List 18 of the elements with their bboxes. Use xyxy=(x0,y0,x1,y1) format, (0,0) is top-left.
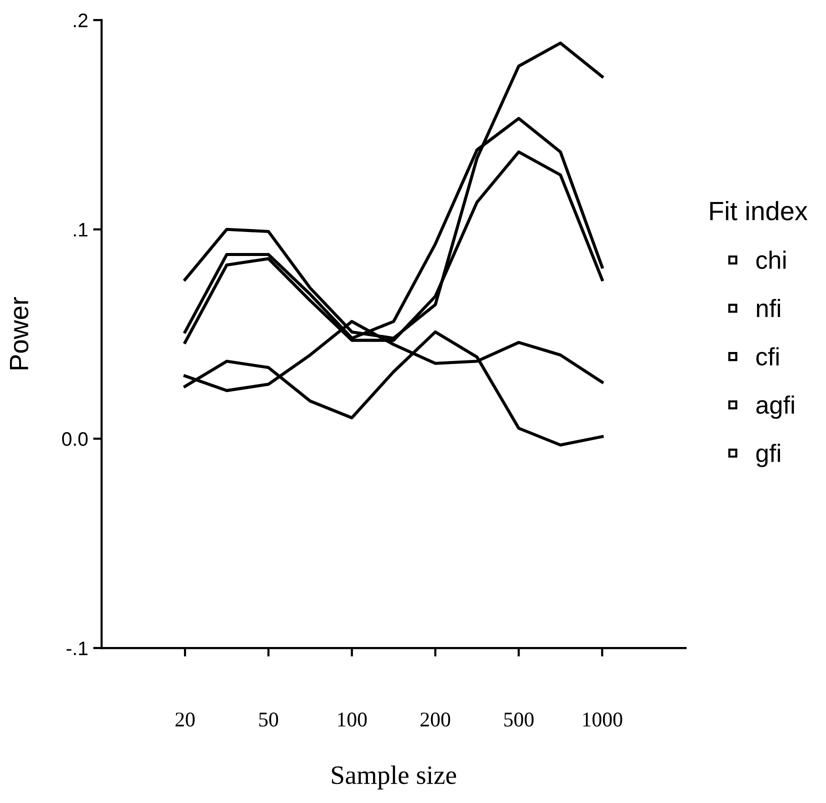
x-tick-label: 50 xyxy=(259,712,278,727)
y-tick-label: .1 xyxy=(74,223,88,236)
legend-label: agfi xyxy=(756,396,794,419)
y-tick-label: -.1 xyxy=(66,642,88,656)
legend-label: nfi xyxy=(756,298,780,318)
legend-title: Fit index xyxy=(710,200,808,220)
y-tick-label: 0.0 xyxy=(62,432,88,446)
legend-label: gfi xyxy=(756,444,780,468)
x-tick-label: 100 xyxy=(338,712,367,727)
legend-label: chi xyxy=(756,250,786,269)
x-tick-label: 500 xyxy=(504,712,534,727)
y-axis-title: Power xyxy=(10,297,28,370)
x-tick-label: 1000 xyxy=(583,712,622,727)
y-tick-label: .2 xyxy=(74,14,88,28)
x-tick-label: 20 xyxy=(176,712,195,727)
x-axis-title: Sample size xyxy=(332,766,456,790)
legend-label: cfi xyxy=(756,347,779,366)
x-tick-label: 200 xyxy=(420,712,450,727)
